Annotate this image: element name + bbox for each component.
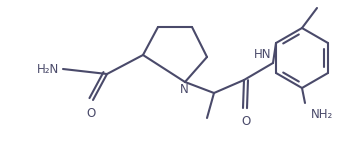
Text: HN: HN xyxy=(253,48,271,61)
Text: H₂N: H₂N xyxy=(37,62,59,75)
Text: N: N xyxy=(180,83,188,96)
Text: O: O xyxy=(86,107,96,120)
Text: NH₂: NH₂ xyxy=(311,108,333,121)
Text: O: O xyxy=(241,115,251,128)
